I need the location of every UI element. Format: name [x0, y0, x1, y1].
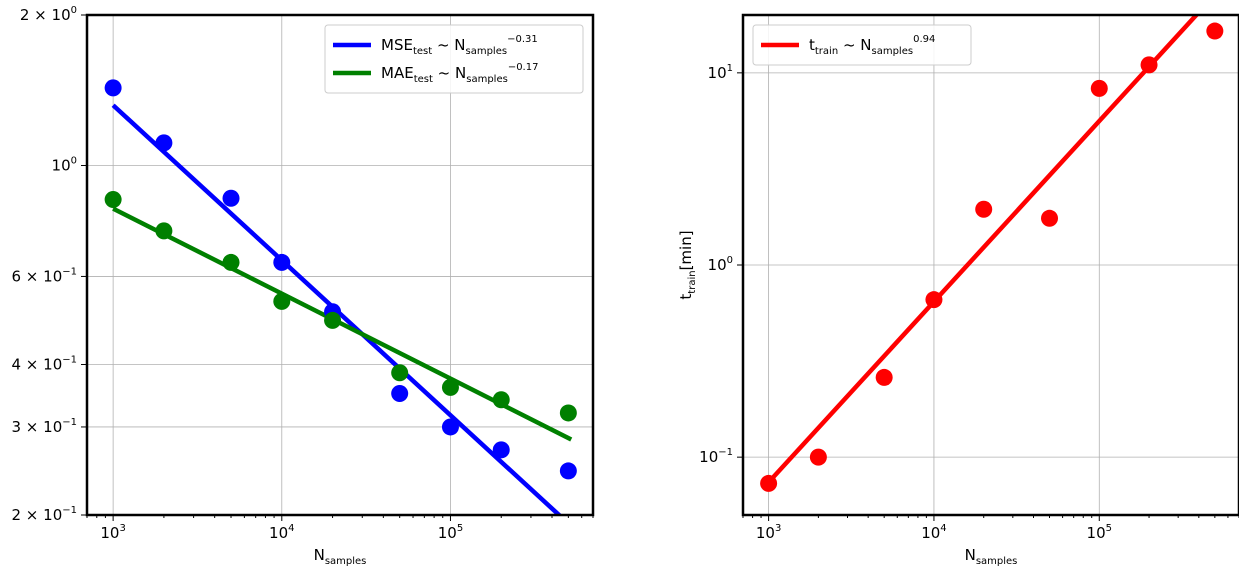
data-point-series-1 [273, 253, 291, 271]
data-point-series-2 [155, 222, 173, 240]
axes-frame [85, 13, 595, 517]
legend-label-series-1: MSEtest ~ Nsamples−0.31 [381, 34, 538, 57]
y-tick-label: 101 [708, 63, 733, 82]
data-point-series-1 [559, 462, 577, 480]
legend-box [752, 24, 972, 66]
y-tick-label: 100 [52, 156, 77, 175]
legend-label-series-2: MAEtest ~ Nsamples−0.17 [381, 62, 538, 85]
data-point-series-1 [441, 418, 459, 436]
x-tick-label: 104 [921, 523, 946, 542]
legend: MSEtest ~ Nsamples−0.31 MAEtest ~ Nsample… [324, 24, 584, 94]
x-tick-label: 103 [100, 523, 125, 542]
y-axis-label: ttrain[min] [677, 230, 698, 299]
x-tick-label: 105 [1087, 523, 1112, 542]
y-tick-label: 2 × 10−1 [12, 505, 78, 524]
data-point-series-1 [104, 79, 122, 97]
y-tick-label: 6 × 10−1 [12, 266, 78, 285]
data-point-series-2 [222, 253, 240, 271]
axes-frame [741, 13, 1239, 517]
panel-1: 103 104 105 2 × 100 100 6 × 10−1 4 × 10−1 3 × 1… [12, 5, 595, 567]
fit-line-series-1 [766, 15, 1200, 484]
y-tick-label: 3 × 10−1 [12, 417, 78, 436]
data-point-series-1 [155, 134, 173, 152]
data-point-series-1 [975, 200, 993, 218]
data-point-series-1 [925, 291, 943, 309]
data-point-series-2 [441, 378, 459, 396]
data-point-series-2 [391, 364, 409, 382]
data-point-series-1 [1090, 79, 1108, 97]
y-tick-label: 4 × 10−1 [12, 354, 78, 373]
data-point-series-1 [875, 368, 893, 386]
legend: ttrain ~ Nsamples0.94 [752, 24, 972, 66]
data-point-series-1 [1140, 56, 1158, 74]
data-point-series-1 [222, 189, 240, 207]
data-point-series-2 [104, 191, 122, 209]
x-axis-label: Nsamples [314, 546, 367, 567]
data-point-series-1 [1206, 22, 1224, 40]
x-tick-label: 103 [756, 523, 781, 542]
plot-area [760, 15, 1224, 492]
data-point-series-1 [492, 441, 510, 459]
panel-2: 103 104 105 101 100 10−1 Nsamples ttrain[min] tt… [677, 13, 1239, 567]
y-tick-label: 10−1 [699, 447, 733, 466]
plot-area [104, 79, 577, 515]
data-point-series-1 [1041, 209, 1059, 227]
legend-label-series-1: ttrain ~ Nsamples0.94 [809, 34, 935, 57]
y-tick-label: 2 × 100 [20, 5, 77, 24]
data-point-series-2 [273, 292, 291, 310]
y-tick-label: 100 [708, 255, 733, 274]
data-point-series-1 [391, 384, 409, 402]
data-point-series-2 [324, 311, 342, 329]
x-axis-label: Nsamples [965, 546, 1018, 567]
fit-line-series-1 [111, 103, 563, 515]
data-point-series-2 [559, 404, 577, 422]
x-tick-label: 104 [269, 523, 294, 542]
data-point-series-2 [492, 391, 510, 409]
data-point-series-1 [760, 474, 778, 492]
data-point-series-1 [809, 448, 827, 466]
legend-box [324, 24, 584, 94]
x-tick-label: 105 [438, 523, 463, 542]
